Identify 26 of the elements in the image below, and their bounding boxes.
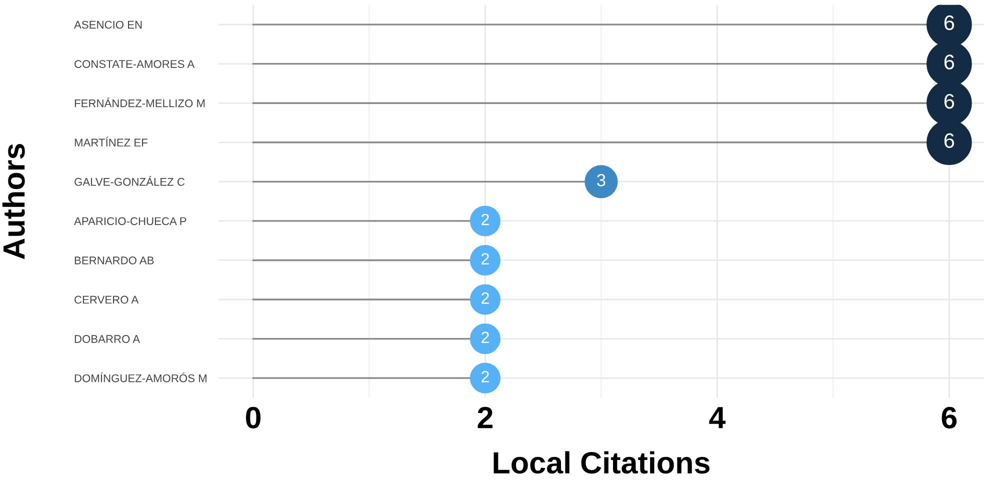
data-label: 6 (944, 54, 954, 70)
data-label: 2 (482, 332, 489, 343)
y-axis-title: Authors (2, 144, 25, 260)
data-label: 6 (944, 94, 954, 109)
y-tick-label: CONSTATE-AMORES A (74, 60, 195, 68)
y-tick-label: APARICIO-CHUECA P (74, 217, 186, 226)
y-tick-label: DOMÍNGUEZ-AMORÓS M (74, 372, 206, 382)
data-label: 6 (944, 15, 954, 30)
data-label: 2 (482, 214, 489, 226)
data-label: 2 (482, 370, 489, 382)
y-tick-label: GALVE-GONZÁLEZ C (74, 176, 185, 186)
data-label: 3 (597, 174, 606, 186)
y-tick-label: DOBARRO A (74, 335, 140, 343)
y-tick-label: MARTÍNEZ EF (74, 136, 148, 146)
x-axis-title: Local Citations (494, 451, 710, 474)
data-label: 6 (944, 133, 954, 148)
data-label: 2 (482, 253, 489, 264)
x-tick-label: 6 (942, 406, 957, 428)
x-tick-label: 2 (478, 406, 493, 428)
x-tick-label: 4 (709, 407, 726, 428)
y-tick-label: CERVERO A (74, 296, 139, 304)
y-tick-label: ASENCIO EN (74, 20, 142, 29)
data-label: 2 (482, 292, 489, 304)
y-tick-label: FERNÁNDEZ-MELLIZO M (74, 98, 205, 108)
y-tick-label: BERNARDO AB (74, 256, 154, 264)
x-tick-label: 0 (246, 406, 260, 428)
